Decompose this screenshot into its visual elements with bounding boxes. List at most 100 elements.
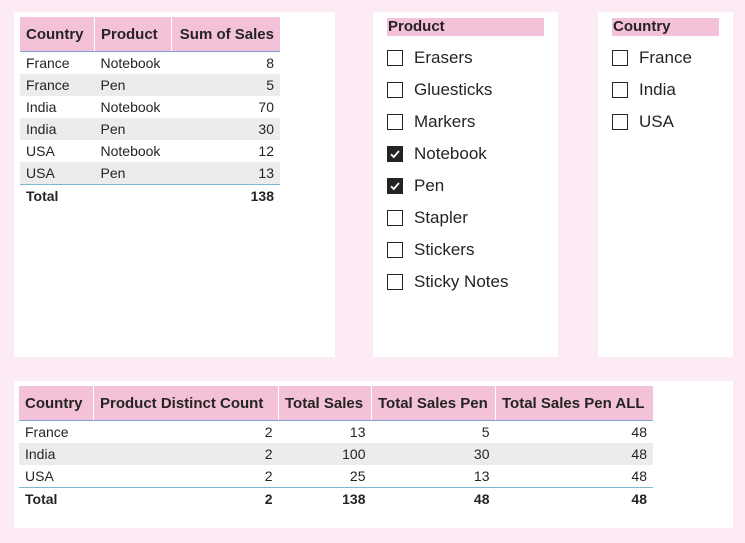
table-row: India 2 100 30 48: [19, 443, 653, 465]
cell-total-sales-pen: 30: [371, 443, 496, 465]
cell-total-sales-pen: 13: [473, 468, 490, 484]
column-header-sum-of-sales[interactable]: Sum of Sales: [171, 17, 280, 52]
country-slicer-title: Country: [612, 18, 719, 36]
cell-total-sales: 25: [349, 468, 366, 484]
total-label: Total: [19, 487, 94, 510]
checkbox-unchecked-icon[interactable]: [612, 82, 628, 98]
cell-total-sales-pen: 5: [481, 424, 490, 440]
table-row: India Notebook 70: [20, 96, 280, 118]
checkbox-unchecked-icon[interactable]: [387, 242, 403, 258]
total-product: [94, 184, 172, 207]
table-header-row: Country Product Sum of Sales: [20, 17, 280, 52]
checkbox-unchecked-icon[interactable]: [612, 114, 628, 130]
total-total-sales-pen: 48: [371, 487, 496, 510]
cell-sum-of-sales: 8: [266, 55, 274, 71]
slicer-item-erasers[interactable]: Erasers: [387, 42, 508, 74]
column-header-country[interactable]: Country: [20, 17, 95, 52]
cell-country: USA: [26, 143, 55, 159]
table-row: France 2 13 5 48: [19, 421, 653, 444]
cell-product: Pen: [94, 118, 172, 140]
cell-sum-of-sales: 70: [258, 99, 274, 115]
slicer-item-sticky-notes[interactable]: Sticky Notes: [387, 266, 508, 298]
product-slicer: Product Erasers Gluesticks Markers Notebook…: [373, 12, 558, 357]
slicer-item-stickers[interactable]: Stickers: [387, 234, 508, 266]
slicer-item-label: France: [639, 48, 692, 67]
column-header-total-sales[interactable]: Total Sales: [278, 386, 372, 421]
cell-total-sales: 100: [278, 443, 372, 465]
cell-sum-of-sales: 5: [171, 74, 280, 96]
column-header-product[interactable]: Product: [94, 17, 172, 52]
cell-product: Pen: [94, 74, 172, 96]
cell-sum-of-sales: 30: [171, 118, 280, 140]
slicer-item-label: Notebook: [414, 144, 487, 163]
product-slicer-list: Erasers Gluesticks Markers Notebook Pen Stapl…: [387, 42, 508, 298]
checkbox-unchecked-icon[interactable]: [387, 50, 403, 66]
slicer-item-markers[interactable]: Markers: [387, 106, 508, 138]
checkbox-checked-icon[interactable]: [387, 178, 403, 194]
cell-country: India: [20, 118, 95, 140]
slicer-item-label: Erasers: [414, 48, 473, 67]
slicer-item-france[interactable]: France: [612, 42, 692, 74]
slicer-item-gluesticks[interactable]: Gluesticks: [387, 74, 508, 106]
slicer-item-label: Stickers: [414, 240, 475, 259]
product-slicer-title: Product: [387, 18, 544, 36]
cell-product-distinct-count: 2: [93, 443, 279, 465]
checkbox-unchecked-icon[interactable]: [387, 210, 403, 226]
slicer-item-notebook[interactable]: Notebook: [387, 138, 508, 170]
column-header-total-sales-pen[interactable]: Total Sales Pen: [371, 386, 496, 421]
slicer-item-label: Markers: [414, 112, 476, 131]
slicer-item-usa[interactable]: USA: [612, 106, 692, 138]
column-header-country[interactable]: Country: [19, 386, 94, 421]
table-row: India Pen 30: [20, 118, 280, 140]
checkbox-unchecked-icon[interactable]: [387, 114, 403, 130]
cell-sum-of-sales: 12: [258, 143, 274, 159]
cell-country: France: [26, 55, 70, 71]
cell-sum-of-sales: 13: [171, 162, 280, 185]
table-row: USA Pen 13: [20, 162, 280, 185]
table-row: USA Notebook 12: [20, 140, 280, 162]
column-header-total-sales-pen-all[interactable]: Total Sales Pen ALL: [495, 386, 653, 421]
cell-product: Notebook: [100, 55, 161, 71]
checkbox-checked-icon[interactable]: [387, 146, 403, 162]
cell-country: France: [20, 74, 95, 96]
slicer-item-label: Sticky Notes: [414, 272, 509, 291]
checkbox-unchecked-icon[interactable]: [387, 274, 403, 290]
table-total-row: Total 2 138 48 48: [19, 487, 653, 510]
total-total-sales: 138: [278, 487, 372, 510]
checkbox-unchecked-icon[interactable]: [612, 50, 628, 66]
cell-product-distinct-count: 2: [264, 468, 273, 484]
table-total-row: Total 138: [20, 184, 280, 207]
slicer-item-label: Gluesticks: [414, 80, 493, 99]
slicer-item-india[interactable]: India: [612, 74, 692, 106]
total-total-sales-pen-all: 48: [495, 487, 653, 510]
slicer-item-pen[interactable]: Pen: [387, 170, 508, 202]
cell-total-sales-pen-all: 48: [631, 468, 647, 484]
total-product-distinct-count: 2: [93, 487, 279, 510]
checkbox-unchecked-icon[interactable]: [387, 82, 403, 98]
cell-country: USA: [20, 162, 95, 185]
total-label: Total: [20, 184, 95, 207]
slicer-item-label: India: [639, 80, 676, 99]
cell-total-sales-pen-all: 48: [631, 424, 647, 440]
slicer-item-stapler[interactable]: Stapler: [387, 202, 508, 234]
country-sales-summary-table: Country Product Distinct Count Total Sal…: [19, 386, 653, 510]
cell-country: USA: [25, 468, 54, 484]
country-slicer: Country France India USA: [598, 12, 733, 357]
slicer-item-label: Stapler: [414, 208, 468, 227]
cell-total-sales-pen-all: 48: [495, 443, 653, 465]
column-header-product-distinct-count[interactable]: Product Distinct Count: [93, 386, 279, 421]
sales-by-product-table: Country Product Sum of Sales France Note…: [20, 17, 280, 207]
total-sum-of-sales: 138: [171, 184, 280, 207]
sales-by-product-table-visual: Country Product Sum of Sales France Note…: [14, 12, 335, 357]
cell-product: Notebook: [100, 143, 161, 159]
country-slicer-list: France India USA: [612, 42, 692, 138]
table-row: France Notebook 8: [20, 52, 280, 75]
cell-product-distinct-count: 2: [264, 424, 273, 440]
cell-country: France: [25, 424, 69, 440]
cell-country: India: [19, 443, 94, 465]
cell-product: Pen: [94, 162, 172, 185]
slicer-item-label: Pen: [414, 176, 445, 195]
slicer-item-label: USA: [639, 112, 674, 131]
cell-country: India: [26, 99, 57, 115]
table-header-row: Country Product Distinct Count Total Sal…: [19, 386, 653, 421]
